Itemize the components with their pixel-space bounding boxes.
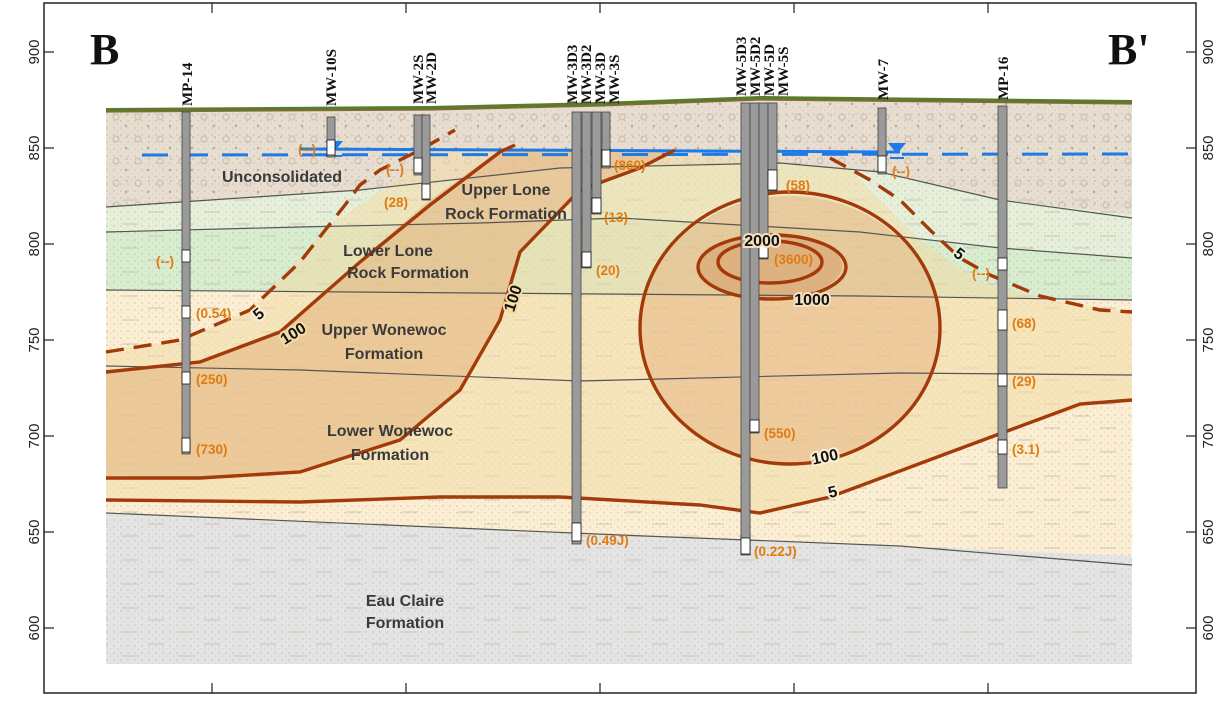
conc-label-mw3d2: (20) xyxy=(596,263,620,278)
contour-2000 xyxy=(716,239,824,285)
conc-label-mp16-a: (--) xyxy=(972,266,990,281)
contour-5-east xyxy=(829,156,1133,314)
conc-label-mp14-c: (250) xyxy=(196,372,228,387)
conc-label-mp16-c: (29) xyxy=(1012,374,1036,389)
contour-5-west xyxy=(105,128,456,354)
well-label-mw3d3: MW-3D3 xyxy=(565,45,581,104)
well-mw3d xyxy=(591,111,602,215)
well-mw3s xyxy=(601,111,611,169)
ground-surface xyxy=(105,95,1133,112)
well-label-mw5d2: MW-5D2 xyxy=(748,37,764,96)
elev-label-right-850: 850 xyxy=(1200,135,1217,160)
unit-label-lower-wonewoc-2: Formation xyxy=(351,447,429,464)
unit-label-upper-lone-2: Rock Formation xyxy=(445,206,567,223)
unit-label-eau-claire-1: Eau Claire xyxy=(366,593,444,610)
well-label-mw5s: MW-5S xyxy=(776,47,792,96)
conc-label-mw2d: (28) xyxy=(384,195,408,210)
elev-label-left-900: 900 xyxy=(26,39,43,64)
well-label-mw10s: MW-10S xyxy=(324,49,340,106)
well-label-mw3s: MW-3S xyxy=(607,55,623,104)
unit-label-upper-wonewoc-2: Formation xyxy=(345,346,423,363)
well-label-mw7: MW-7 xyxy=(876,58,892,100)
unit-label-upper-wonewoc-1: Upper Wonewoc xyxy=(321,322,446,339)
elev-label-right-800: 800 xyxy=(1200,231,1217,256)
elev-label-right-650: 650 xyxy=(1200,519,1217,544)
contour-label-2000: 2000 xyxy=(744,233,780,250)
well-mp16 xyxy=(997,105,1008,489)
conc-label-mw3d: (13) xyxy=(604,210,628,225)
conc-label-mw3d3: (0.49J) xyxy=(586,533,629,548)
well-mw5d3 xyxy=(740,102,751,556)
unit-label-unconsolidated: Unconsolidated xyxy=(222,169,342,186)
contour-100-west-upper xyxy=(105,143,516,374)
elev-label-right-750: 750 xyxy=(1200,327,1217,352)
contour-100-west xyxy=(106,148,676,480)
conc-label-mw7: (--) xyxy=(892,164,910,179)
elev-label-left-850: 850 xyxy=(26,135,43,160)
water-table-symbol-east xyxy=(888,143,906,154)
contour-100-east xyxy=(638,190,942,466)
well-label-mw5d3: MW-5D3 xyxy=(734,37,750,96)
conc-label-mw5d3: (0.22J) xyxy=(754,544,797,559)
elev-label-left-700: 700 xyxy=(26,423,43,448)
well-mw7 xyxy=(877,107,887,175)
well-mw10s xyxy=(326,116,336,158)
conc-label-mw5s: (58) xyxy=(786,178,810,193)
contour-5-lower xyxy=(105,398,1133,515)
well-label-mw3d: MW-3D xyxy=(593,52,609,104)
unit-label-lower-lone-2: Rock Formation xyxy=(347,265,469,282)
well-label-mp14: MP-14 xyxy=(180,62,196,106)
well-mw5s xyxy=(767,102,778,192)
elevation-ticks xyxy=(44,3,1196,693)
conc-label-mp14-a: (--) xyxy=(156,254,174,269)
unit-label-upper-lone-1: Upper Lone xyxy=(462,182,551,199)
well-mw2d xyxy=(421,114,431,201)
elev-label-left-600: 600 xyxy=(26,615,43,640)
elev-label-left-650: 650 xyxy=(26,519,43,544)
contour-1000 xyxy=(696,233,848,301)
conc-label-mw3s: (860) xyxy=(614,158,646,173)
conc-label-mp14-d: (730) xyxy=(196,442,228,457)
water-table xyxy=(141,152,1131,157)
elev-label-right-600: 600 xyxy=(1200,615,1217,640)
unit-label-eau-claire-2: Formation xyxy=(366,615,444,632)
contour-label-1000: 1000 xyxy=(794,292,830,309)
well-label-mw2s: MW-2S xyxy=(411,55,427,104)
plume-1000-zone xyxy=(698,234,842,298)
conc-label-mp16-d: (3.1) xyxy=(1012,442,1040,457)
well-mw5d2 xyxy=(749,102,760,434)
elev-label-right-700: 700 xyxy=(1200,423,1217,448)
conc-label-mp16-b: (68) xyxy=(1012,316,1036,331)
conc-label-mw10s: (--) xyxy=(298,142,316,157)
unit-label-lower-lone-1: Lower Lone xyxy=(343,243,433,260)
geologic-layers xyxy=(106,100,1132,664)
elev-label-left-800: 800 xyxy=(26,231,43,256)
plume-100-zone-west xyxy=(106,150,675,478)
conc-label-mw5d: (3600) xyxy=(774,252,813,267)
well-mp14 xyxy=(181,111,191,455)
well-mw3d3 xyxy=(571,111,582,545)
elev-label-right-900: 900 xyxy=(1200,39,1217,64)
unit-label-lower-wonewoc-1: Lower Wonewoc xyxy=(327,423,453,440)
well-label-mw2d: MW-2D xyxy=(424,52,440,104)
conc-label-mp14-b: (0.54) xyxy=(196,306,231,321)
well-label-mw5d: MW-5D xyxy=(762,44,778,96)
well-screens xyxy=(181,139,1008,555)
section-start-label: B xyxy=(90,25,119,74)
well-mw3d2 xyxy=(581,111,592,269)
wells xyxy=(181,102,1008,556)
conc-label-mw5d2: (550) xyxy=(764,426,796,441)
section-end-label: B' xyxy=(1108,25,1150,74)
elev-label-left-750: 750 xyxy=(26,327,43,352)
well-label-mp16: MP-16 xyxy=(996,56,1012,100)
concentration-contours xyxy=(105,128,1133,515)
well-label-mw3d2: MW-3D2 xyxy=(579,45,595,104)
conc-label-mw2s: (--) xyxy=(386,162,404,177)
